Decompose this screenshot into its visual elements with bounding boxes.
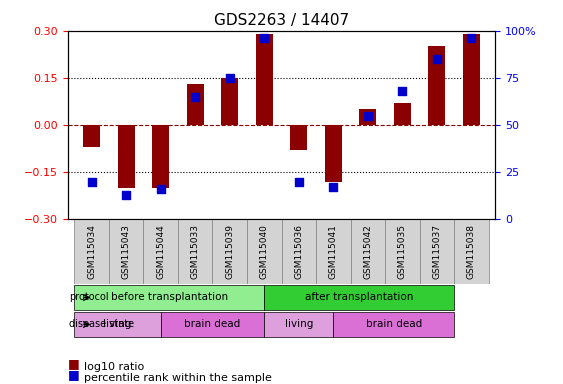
Text: GSM115044: GSM115044 — [156, 224, 165, 279]
Text: GSM115037: GSM115037 — [432, 224, 441, 279]
Bar — [463, 34, 480, 125]
Text: percentile rank within the sample: percentile rank within the sample — [84, 373, 272, 383]
Bar — [290, 125, 307, 150]
Bar — [325, 125, 342, 182]
Text: GSM115043: GSM115043 — [122, 224, 131, 279]
FancyBboxPatch shape — [454, 219, 489, 284]
FancyBboxPatch shape — [74, 312, 160, 336]
FancyBboxPatch shape — [74, 285, 264, 310]
Bar — [394, 103, 411, 125]
FancyBboxPatch shape — [282, 219, 316, 284]
Text: GSM115042: GSM115042 — [363, 224, 372, 279]
Point — [467, 35, 476, 41]
FancyBboxPatch shape — [419, 219, 454, 284]
Point — [294, 179, 303, 185]
Text: protocol: protocol — [69, 293, 109, 303]
Point — [329, 184, 338, 190]
FancyBboxPatch shape — [351, 219, 385, 284]
FancyBboxPatch shape — [333, 312, 454, 336]
Text: GSM115039: GSM115039 — [225, 224, 234, 279]
Text: after transplantation: after transplantation — [305, 293, 413, 303]
Text: log10 ratio: log10 ratio — [84, 362, 145, 372]
Point — [225, 75, 234, 81]
Point — [191, 94, 200, 100]
FancyBboxPatch shape — [212, 219, 247, 284]
FancyBboxPatch shape — [264, 285, 454, 310]
FancyBboxPatch shape — [316, 219, 351, 284]
Text: disease state: disease state — [69, 319, 135, 329]
Text: brain dead: brain dead — [184, 319, 240, 329]
Bar — [186, 84, 204, 125]
Text: ■: ■ — [68, 357, 79, 370]
Bar — [152, 125, 169, 188]
FancyBboxPatch shape — [178, 219, 212, 284]
Bar — [428, 46, 445, 125]
FancyBboxPatch shape — [264, 312, 333, 336]
Text: living: living — [104, 319, 132, 329]
Text: GSM115034: GSM115034 — [87, 224, 96, 279]
Point — [122, 192, 131, 198]
Point — [363, 113, 372, 119]
Bar — [359, 109, 377, 125]
Text: GSM115040: GSM115040 — [260, 224, 269, 279]
Point — [156, 186, 165, 192]
Text: GSM115038: GSM115038 — [467, 224, 476, 279]
Point — [398, 88, 407, 94]
Bar — [221, 78, 238, 125]
Text: brain dead: brain dead — [365, 319, 422, 329]
Bar — [83, 125, 100, 147]
FancyBboxPatch shape — [247, 219, 282, 284]
Bar — [256, 34, 273, 125]
Text: GSM115035: GSM115035 — [398, 224, 407, 279]
Title: GDS2263 / 14407: GDS2263 / 14407 — [214, 13, 349, 28]
Text: GSM115033: GSM115033 — [191, 224, 200, 279]
FancyBboxPatch shape — [385, 219, 419, 284]
Text: GSM115036: GSM115036 — [294, 224, 303, 279]
Point — [260, 35, 269, 41]
FancyBboxPatch shape — [144, 219, 178, 284]
Point — [432, 56, 441, 62]
Text: living: living — [284, 319, 313, 329]
FancyBboxPatch shape — [109, 219, 144, 284]
Text: GSM115041: GSM115041 — [329, 224, 338, 279]
Bar — [118, 125, 135, 188]
Point — [87, 179, 96, 185]
FancyBboxPatch shape — [160, 312, 264, 336]
Text: ■: ■ — [68, 368, 79, 381]
Text: before transplantation: before transplantation — [111, 293, 228, 303]
FancyBboxPatch shape — [74, 219, 109, 284]
